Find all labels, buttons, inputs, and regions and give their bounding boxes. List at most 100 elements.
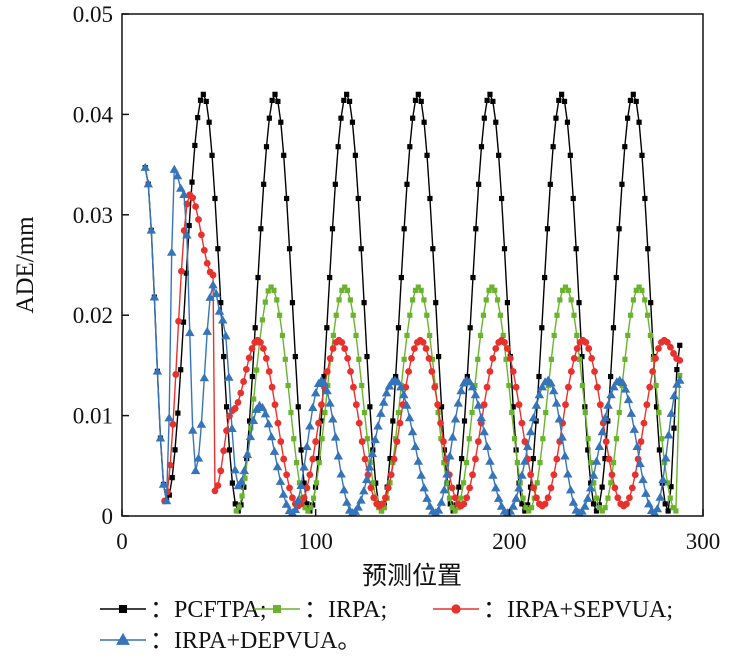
data-point — [438, 404, 445, 410]
data-point — [574, 332, 580, 339]
data-point — [266, 432, 277, 441]
data-point — [550, 144, 556, 150]
data-point — [580, 501, 590, 510]
data-point — [599, 484, 605, 490]
data-point — [676, 356, 684, 364]
data-point — [453, 398, 464, 407]
data-point — [491, 483, 501, 492]
data-point — [169, 420, 177, 428]
data-point — [510, 404, 516, 410]
data-point — [509, 368, 517, 375]
data-point — [456, 386, 466, 395]
data-point — [152, 366, 163, 375]
data-point — [295, 404, 301, 410]
data-point — [226, 447, 233, 453]
data-point — [278, 489, 289, 498]
data-point — [425, 354, 433, 362]
data-point — [611, 460, 617, 466]
data-point — [563, 469, 573, 478]
data-point — [390, 455, 398, 463]
data-point — [568, 297, 574, 303]
data-point — [609, 382, 619, 391]
data-point — [438, 436, 444, 442]
data-point — [401, 400, 412, 409]
data-point — [283, 471, 291, 479]
data-point — [633, 287, 639, 293]
data-point — [484, 97, 490, 103]
data-point — [249, 373, 255, 380]
data-point — [525, 502, 531, 508]
data-point — [626, 494, 633, 502]
legend-item: ：IRPA; — [254, 597, 387, 623]
data-point — [658, 474, 668, 484]
data-point — [176, 183, 186, 192]
data-point — [496, 152, 502, 158]
data-point — [404, 181, 410, 187]
data-point — [271, 401, 279, 409]
data-point — [221, 353, 227, 360]
data-point — [602, 438, 610, 445]
data-point — [647, 332, 654, 339]
data-point — [269, 446, 280, 455]
data-point — [313, 480, 320, 486]
legend-item: ：IRPA+SEPVUA; — [433, 597, 673, 623]
data-point — [302, 505, 308, 511]
data-point — [187, 425, 198, 434]
data-point — [328, 414, 338, 423]
data-point — [620, 384, 631, 393]
data-point — [656, 409, 662, 416]
data-point — [582, 338, 590, 346]
data-point — [434, 401, 442, 409]
data-point — [143, 179, 154, 188]
data-point — [511, 436, 518, 442]
data-point — [627, 97, 634, 103]
data-point — [223, 404, 230, 410]
data-point — [268, 383, 276, 391]
data-point — [293, 460, 300, 466]
data-point — [424, 312, 430, 318]
data-point — [269, 97, 275, 103]
data-point — [242, 449, 253, 458]
data-point — [504, 300, 510, 306]
data-point — [227, 423, 237, 432]
data-point — [180, 319, 187, 325]
data-point — [398, 274, 404, 281]
legend-label: ：IRPA+DEPVUA。 — [150, 628, 361, 654]
data-point — [677, 372, 683, 379]
data-point — [322, 409, 328, 416]
data-point — [472, 382, 478, 389]
data-point — [597, 427, 608, 436]
data-point — [381, 505, 387, 511]
tick-labels: 0 0.01 0.02 0.03 0.04 0.05 0 100 200 300 — [73, 2, 721, 554]
data-point — [470, 390, 481, 399]
data-point — [418, 98, 424, 105]
data-point — [431, 383, 439, 391]
data-point — [579, 382, 586, 389]
data-point — [325, 398, 335, 407]
data-point — [633, 98, 639, 105]
data-point — [274, 297, 280, 303]
data-point — [653, 382, 659, 389]
data-point — [209, 152, 215, 158]
data-point — [533, 494, 540, 502]
data-point — [296, 480, 306, 489]
data-point — [492, 287, 498, 293]
data-point — [140, 162, 150, 171]
legend-swatch-marker — [273, 605, 281, 613]
data-point — [573, 345, 581, 352]
data-point — [339, 287, 345, 293]
data-point — [261, 181, 267, 187]
data-point — [482, 441, 492, 451]
data-point — [308, 505, 314, 511]
data-point — [218, 300, 224, 306]
data-point — [560, 287, 566, 293]
data-point — [408, 354, 415, 362]
data-point — [585, 345, 593, 352]
data-point — [466, 436, 472, 442]
data-point — [436, 497, 447, 506]
data-point — [353, 502, 363, 511]
data-point — [503, 356, 509, 362]
data-point — [527, 471, 535, 479]
data-point — [198, 231, 205, 239]
data-point — [489, 354, 497, 362]
